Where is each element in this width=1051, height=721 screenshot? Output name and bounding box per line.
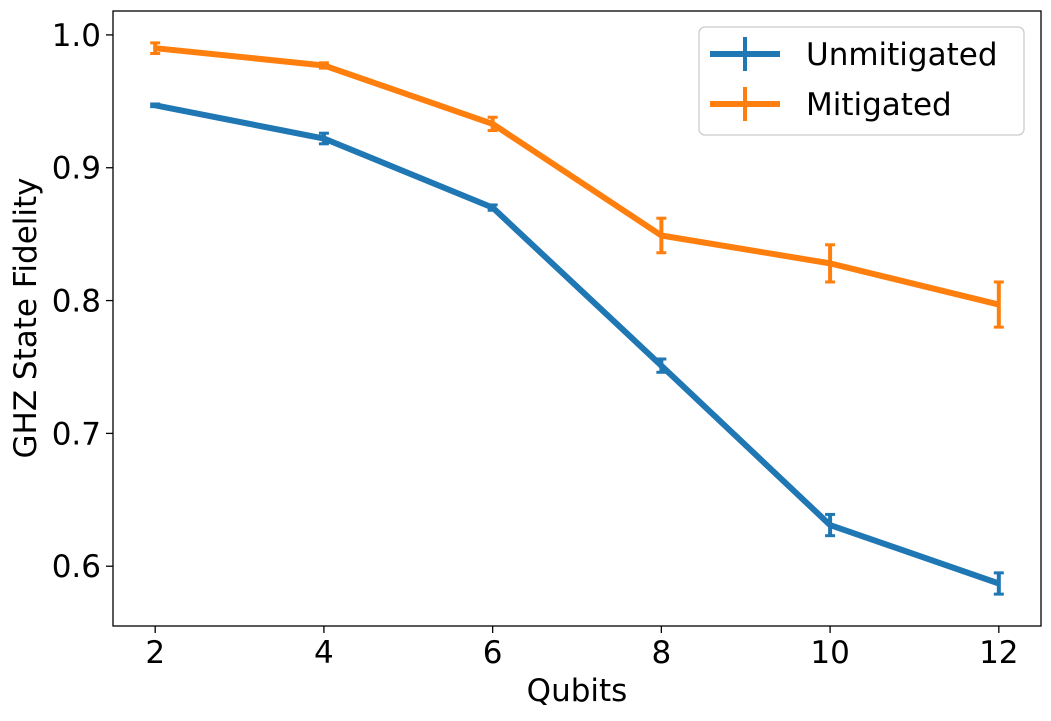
error-bar (318, 61, 329, 70)
legend: Unmitigated Mitigated (698, 26, 1025, 136)
x-tick-label: 12 (979, 635, 1018, 671)
legend-label: Mitigated (806, 87, 952, 123)
plot-frame (112, 10, 1042, 627)
error-bar (150, 102, 161, 109)
series-line (154, 45, 1000, 308)
error-bar (825, 243, 836, 284)
x-tick-label: 10 (810, 635, 849, 671)
error-bar (656, 216, 667, 255)
error-bar (487, 115, 498, 133)
error-bar (487, 203, 498, 212)
series-line (154, 102, 1000, 587)
x-tick-label: 4 (314, 635, 334, 671)
y-tick-label: 1.0 (52, 18, 101, 54)
y-tick-label: 0.6 (52, 549, 101, 585)
error-bar (150, 41, 161, 56)
y-tick-label: 0.8 (52, 284, 101, 320)
x-axis-label: Qubits (527, 673, 628, 709)
error-bar (993, 280, 1004, 329)
series-unmitigated (150, 102, 1004, 596)
error-bar (318, 131, 329, 146)
legend-label: Unmitigated (806, 37, 998, 73)
series-mitigated (150, 41, 1004, 329)
y-tick-label: 0.9 (52, 151, 101, 187)
x-tick-label: 2 (145, 635, 165, 671)
legend-box (698, 26, 1025, 136)
error-bar (993, 571, 1004, 596)
legend-item-unmitigated: Unmitigated (710, 37, 998, 73)
legend-item-mitigated: Mitigated (710, 87, 952, 123)
y-axis-label: GHZ State Fidelity (8, 178, 44, 459)
error-bar (825, 512, 836, 538)
x-tick-label: 8 (651, 635, 671, 671)
error-bar (656, 357, 667, 374)
y-tick-label: 0.7 (52, 416, 101, 452)
x-tick-label: 6 (483, 635, 503, 671)
